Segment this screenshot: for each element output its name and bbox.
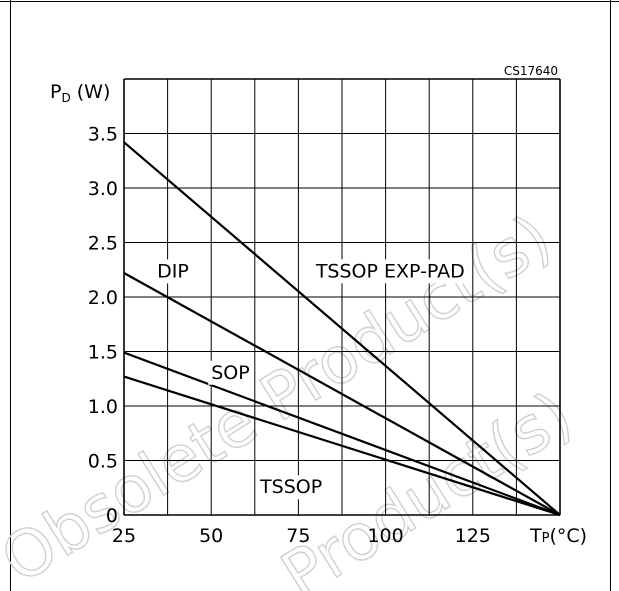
grid xyxy=(123,78,561,516)
series-annotation: SOP xyxy=(208,360,253,385)
annotation-background xyxy=(208,360,253,385)
y-tick-label: 3.0 xyxy=(88,178,118,200)
y-tick-label: 1.5 xyxy=(88,342,118,364)
annotation-label: DIP xyxy=(157,260,189,282)
x-tick-label: 125 xyxy=(455,525,491,547)
tick-labels: 25 50 75 100 125 0 0.5 1.0 1.5 2.0 2.5 3.0 3.5 xyxy=(88,124,491,548)
annotation-background xyxy=(256,475,326,500)
y-tick-label: 2.5 xyxy=(88,233,118,255)
series-line-sop xyxy=(123,351,561,517)
y-axis-label-sub: D xyxy=(61,91,70,105)
x-axis-label-sub: P xyxy=(542,531,550,546)
annotation-label: TSSOP xyxy=(259,476,322,498)
x-axis-label-unit: (°C) xyxy=(549,525,587,547)
y-tick-label: 1.0 xyxy=(88,396,118,418)
series-line-tssop xyxy=(123,375,561,517)
series-annotation: TSSOP EXP-PAD xyxy=(311,259,468,284)
series-line-tssop-exp-pad xyxy=(123,141,561,516)
series-lines xyxy=(123,141,561,517)
annotation-background xyxy=(311,259,468,284)
x-axis-label: TP(°C) xyxy=(529,525,587,547)
annotation-background xyxy=(154,259,192,284)
series-annotation: TSSOP xyxy=(256,475,326,500)
annotation-label: SOP xyxy=(211,362,249,384)
y-tick-label: 3.5 xyxy=(88,124,118,146)
x-tick-label: 100 xyxy=(367,525,403,547)
series-line-dip xyxy=(123,272,561,516)
x-tick-label: 50 xyxy=(199,525,223,547)
y-axis-label-main: P xyxy=(50,81,61,103)
y-tick-label: 0 xyxy=(106,505,118,527)
annotation-label: TSSOP EXP-PAD xyxy=(315,260,465,282)
x-tick-label: 25 xyxy=(112,525,136,547)
x-axis-label-main: T xyxy=(529,525,542,547)
y-tick-label: 2.0 xyxy=(88,287,118,309)
x-tick-label: 75 xyxy=(286,525,310,547)
y-axis-label-unit: (W) xyxy=(71,81,111,103)
y-tick-label: 0.5 xyxy=(88,451,118,473)
annotations: DIP TSSOP EXP-PAD SOP TSSOP xyxy=(154,259,468,500)
series-annotation: DIP xyxy=(154,259,192,284)
y-axis-label: PD (W) xyxy=(50,81,110,105)
chart-code-label: CS17640 xyxy=(504,64,558,78)
